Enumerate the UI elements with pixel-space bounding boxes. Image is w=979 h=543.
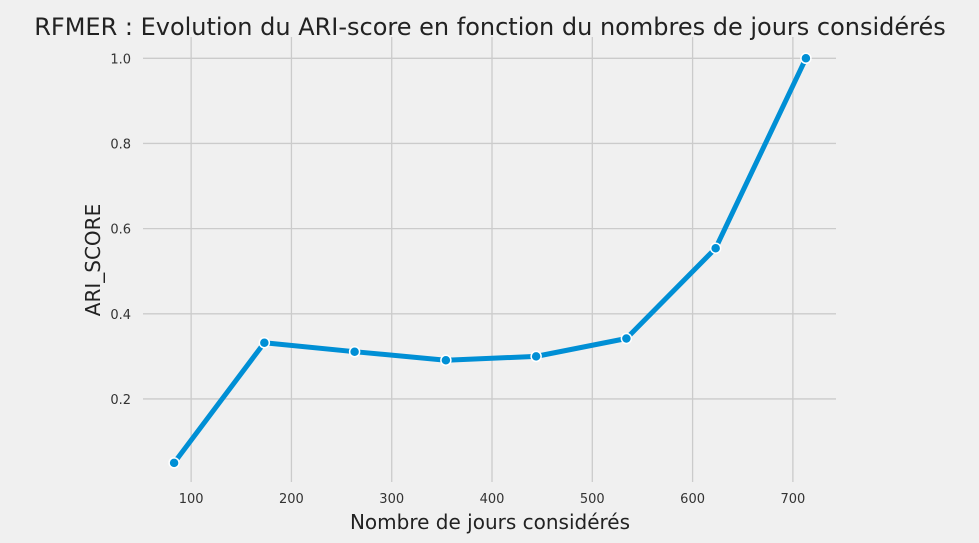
data-point-2 [348, 345, 361, 358]
series-line-0 [171, 55, 809, 466]
y-tick-label-0.6: 0.6 [110, 223, 131, 238]
x-tick-label-500: 500 [580, 492, 605, 507]
data-point-0 [168, 457, 180, 469]
x-tick-label-600: 600 [680, 492, 705, 507]
x-tick-labels: 100 200 300 400 500 600 700 [179, 492, 806, 507]
data-point-1 [258, 337, 271, 349]
y-tick-label-0.4: 0.4 [110, 308, 131, 323]
x-axis-label: Nombre de jours considérés [350, 510, 630, 534]
y-tick-label-1: 1.0 [110, 52, 131, 67]
x-tick-label-200: 200 [279, 492, 304, 507]
y-grid [143, 57, 836, 400]
y-tick-label-0.8: 0.8 [110, 137, 131, 152]
x-tick-label-700: 700 [780, 492, 805, 507]
data-point-6 [709, 242, 722, 254]
y-tick-labels: 0.2 0.4 0.6 0.8 1.0 [110, 52, 131, 408]
x-tick-label-300: 300 [379, 492, 404, 507]
data-point-4 [530, 350, 542, 363]
y-axis-label: ARI_SCORE [81, 204, 105, 316]
data-point-5 [620, 332, 633, 345]
data-point-3 [440, 354, 452, 366]
x-tick-label-400: 400 [480, 492, 505, 507]
data-point-7 [800, 52, 812, 65]
series-group [168, 52, 812, 469]
chart-title: RFMER : Evolution du ARI-score en foncti… [34, 13, 946, 41]
x-grid [190, 37, 794, 482]
x-tick-label-100: 100 [179, 492, 204, 507]
y-tick-label-0.2: 0.2 [110, 393, 131, 408]
